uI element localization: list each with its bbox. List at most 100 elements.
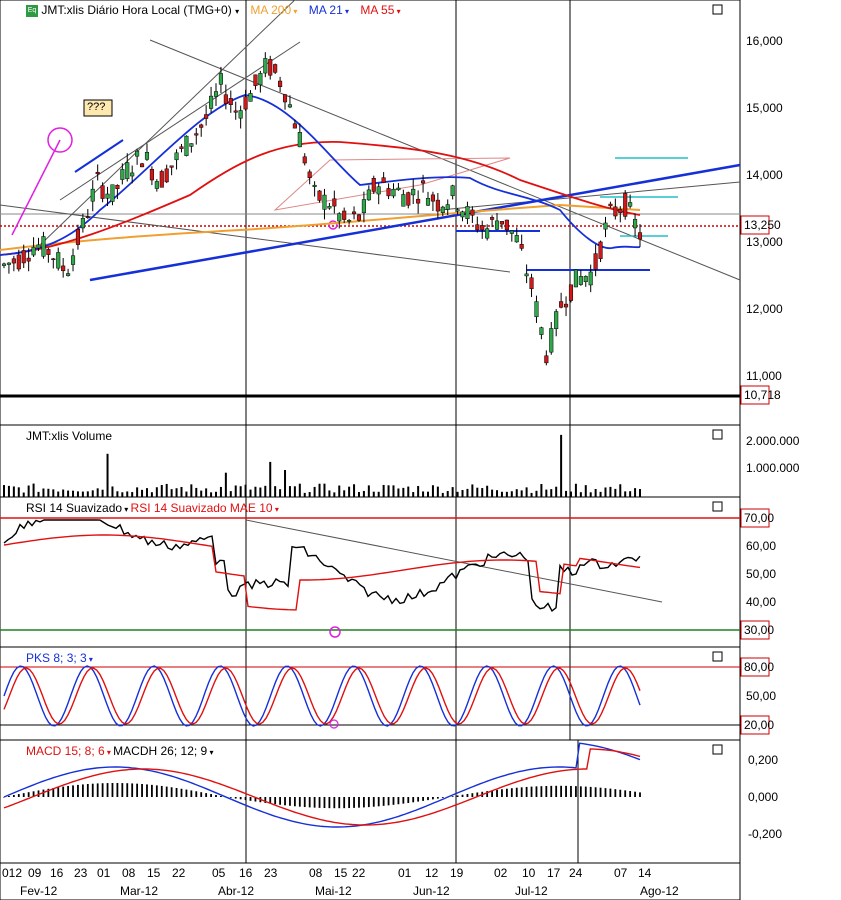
macd-hist-bar	[540, 786, 543, 797]
macd-hist-bar	[629, 791, 632, 797]
macd-hist-bar	[461, 794, 464, 797]
candle	[287, 95, 293, 109]
macd-hist-bar	[530, 786, 533, 797]
candle	[149, 166, 154, 186]
volume-bar	[540, 484, 543, 497]
macd-hist-bar	[313, 797, 316, 808]
candle	[396, 182, 401, 191]
macd-hist-bar	[353, 797, 355, 808]
macd-hist-bar	[3, 797, 5, 798]
ma21-label[interactable]: MA 21	[308, 3, 343, 17]
macd-hist-bar	[67, 785, 69, 797]
x-month-label: Abr-12	[218, 884, 255, 898]
candle	[263, 52, 268, 78]
volume-bar	[308, 492, 311, 497]
rsi-label[interactable]: RSI 14 Suavizado	[26, 501, 123, 515]
volume-bar	[32, 483, 35, 497]
x-month-label: Mai-12	[315, 884, 352, 898]
macd-hist-bar	[52, 788, 55, 797]
candle	[529, 273, 534, 298]
volume-bar	[293, 486, 296, 497]
volume-bar	[165, 483, 168, 497]
x-day-label: 14	[638, 866, 652, 880]
volume-bar	[126, 491, 129, 497]
macdh-label[interactable]: MACDH 26; 12; 9	[113, 744, 208, 758]
candle	[184, 135, 189, 157]
volume-bar	[510, 491, 513, 497]
macd-hist-bar	[599, 787, 602, 797]
ma200-label[interactable]: MA 200	[250, 3, 292, 17]
candle	[563, 296, 569, 317]
volume-bar	[525, 487, 528, 497]
macd-hist-bar	[486, 791, 489, 797]
macd-hist-bar	[451, 796, 454, 797]
candle	[154, 179, 159, 192]
volume-bar	[239, 486, 242, 497]
candle	[268, 55, 273, 80]
volume-bar	[27, 485, 30, 497]
candle	[233, 101, 238, 120]
candle	[174, 149, 179, 170]
macd-hist-bar	[402, 797, 405, 804]
candle	[470, 206, 475, 223]
macd-hist-bar	[298, 797, 301, 807]
volume-bar	[446, 491, 449, 497]
x-day-label: 22	[172, 866, 186, 880]
candle	[51, 257, 56, 269]
volume-bar	[160, 485, 163, 497]
candle	[504, 219, 509, 236]
volume-bar	[249, 489, 252, 497]
macd-hist-bar	[348, 797, 351, 809]
candle	[337, 212, 342, 229]
volume-bar	[42, 488, 45, 497]
volume-title[interactable]: JMT:xlis Volume	[26, 429, 113, 443]
candle	[573, 269, 578, 288]
volume-tick: 2.000.000	[746, 434, 800, 448]
macd-hist-bar	[496, 789, 498, 797]
macd-hist-bar	[510, 788, 513, 797]
volume-bar	[348, 486, 351, 497]
macd-hist-bar	[471, 793, 474, 797]
x-day-label: 15	[147, 866, 161, 880]
x-day-label: 12	[425, 866, 439, 880]
candle	[164, 164, 169, 184]
candle	[455, 208, 460, 215]
candle	[411, 179, 416, 205]
support-tag: 10,718	[744, 388, 781, 402]
volume-bar	[417, 486, 420, 497]
candle	[633, 213, 638, 237]
candle	[603, 216, 608, 238]
macd-hist-bar	[293, 797, 296, 807]
candle	[440, 205, 445, 217]
candle	[583, 275, 588, 287]
volume-bar	[481, 488, 484, 497]
volume-bar	[180, 486, 183, 497]
macd-hist-bar	[190, 790, 193, 797]
ma55-label[interactable]: MA 55	[360, 3, 395, 17]
volume-bar	[22, 492, 25, 497]
macd-hist-bar	[515, 787, 518, 797]
macd-hist-bar	[160, 785, 163, 797]
macd-hist-bar	[17, 794, 20, 797]
candle	[376, 183, 381, 205]
candle	[26, 248, 31, 272]
candle	[70, 248, 76, 272]
instrument-title[interactable]: JMT:xlis Diário Hora Local (TMG+0)	[41, 3, 232, 17]
rsi-ma-label[interactable]: RSI 14 Suavizado MAE 10	[130, 501, 273, 515]
volume-bar	[264, 485, 267, 497]
candle	[598, 240, 603, 263]
candle	[628, 194, 633, 209]
macd-hist-bar	[27, 792, 30, 797]
y-tick: 14,000	[746, 168, 783, 182]
macd-hist-bar	[210, 794, 212, 797]
macd-label[interactable]: MACD 15; 8; 6	[26, 744, 105, 758]
volume-bar	[555, 486, 558, 497]
macd-tick: 0,200	[748, 753, 779, 767]
candle	[578, 269, 583, 286]
candle	[80, 213, 85, 233]
pks-label[interactable]: PKS 8; 3; 3	[26, 651, 87, 665]
candle	[238, 105, 243, 129]
macd-hist-bar	[505, 788, 508, 797]
macd-hist-bar	[62, 786, 65, 797]
macd-hist-bar	[303, 797, 306, 808]
